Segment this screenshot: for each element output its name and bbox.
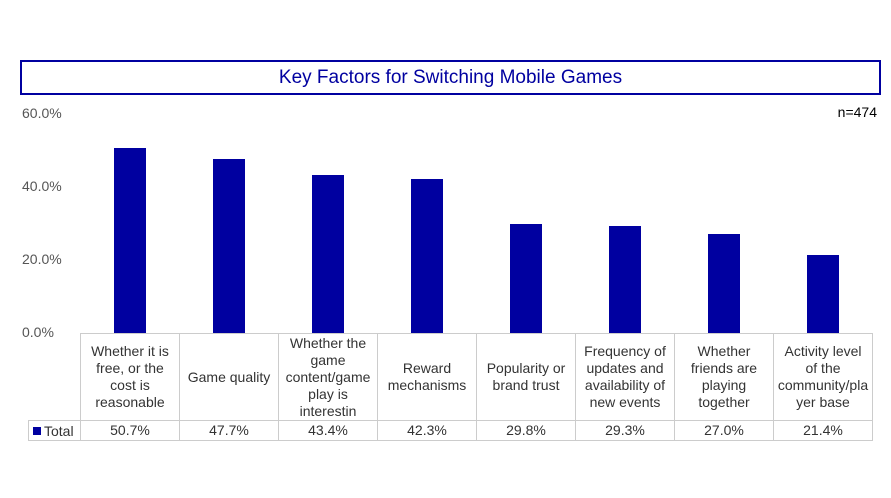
category-label: Activity level of the community/pla yer … <box>773 333 873 421</box>
bar <box>212 158 245 333</box>
bar <box>707 234 740 333</box>
value-label: 50.7% <box>80 420 180 441</box>
value-label: 27.0% <box>674 420 774 441</box>
category-label: Frequency of updates and availability of… <box>575 333 675 421</box>
value-label: 21.4% <box>773 420 873 441</box>
bar <box>311 174 344 333</box>
category-label: Whether friends are playing together <box>674 333 774 421</box>
category-label: Whether it is free, or the cost is reaso… <box>80 333 180 421</box>
value-label: 42.3% <box>377 420 477 441</box>
value-label: 29.8% <box>476 420 576 441</box>
bar <box>113 147 146 333</box>
y-tick-label: 20.0% <box>22 251 62 267</box>
category-label: Popularity or brand trust <box>476 333 576 421</box>
category-label: Game quality <box>179 333 279 421</box>
category-label: Whether the game content/game play is in… <box>278 333 378 421</box>
value-label: 47.7% <box>179 420 279 441</box>
bar <box>806 254 839 333</box>
bar <box>509 224 542 333</box>
legend-swatch <box>33 426 41 435</box>
y-tick-label: 60.0% <box>22 105 62 121</box>
value-label: 29.3% <box>575 420 675 441</box>
y-tick-label: 40.0% <box>22 178 62 194</box>
bar <box>608 226 641 333</box>
y-tick-label: 0.0% <box>22 324 54 340</box>
chart-title: Key Factors for Switching Mobile Games <box>20 60 881 95</box>
bar <box>410 178 443 333</box>
legend-total: Total <box>28 420 81 441</box>
legend-label: Total <box>44 422 74 439</box>
sample-size: n=474 <box>837 104 877 120</box>
category-label: Reward mechanisms <box>377 333 477 421</box>
value-label: 43.4% <box>278 420 378 441</box>
